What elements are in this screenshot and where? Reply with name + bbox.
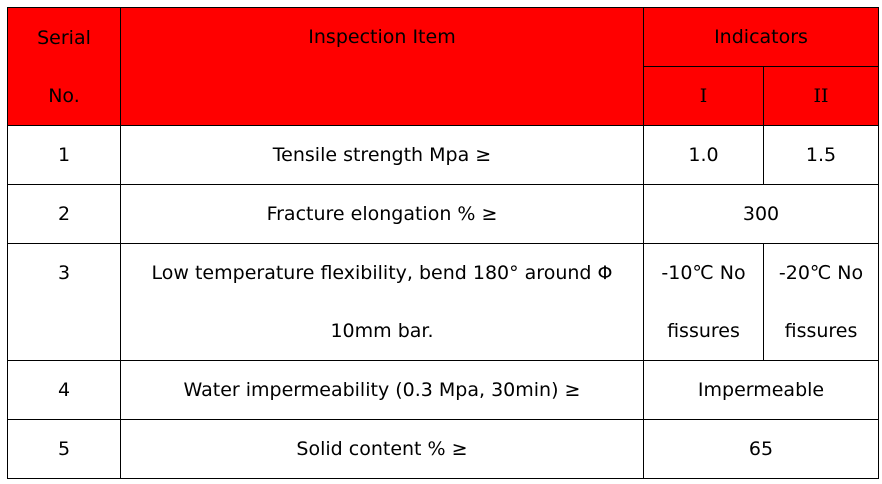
cell-text: 1.5 — [805, 144, 837, 166]
serial-cell: 1 — [7, 125, 121, 185]
header-text: No. — [48, 84, 80, 107]
header-cell: Indicators — [642, 7, 880, 67]
cell-text: Solid content % ≥ — [296, 438, 468, 460]
header-cell: I — [643, 66, 764, 126]
table-row: 3 Low temperature flexibility, bend 180° … — [7, 243, 880, 361]
cell-text: Fracture elongation % ≥ — [266, 203, 498, 225]
cell-text: Impermeable — [697, 379, 825, 401]
cell-text: fissures — [667, 320, 740, 342]
cell-text: -20℃ No — [778, 262, 864, 284]
header-row: Serial No. Inspection Item Indicators — [7, 7, 880, 126]
value-cell: -10℃ No fissures — [643, 243, 764, 361]
item-cell: Solid content % ≥ — [120, 419, 644, 479]
serial-cell: 3 — [7, 243, 121, 361]
value-cell: 300 — [642, 184, 880, 244]
value-cell: 1.0 — [643, 125, 764, 185]
cell-text: 10mm bar. — [330, 320, 434, 342]
value-cell: -20℃ No fissures — [762, 243, 880, 361]
table-row: 1 Tensile strength Mpa ≥ 1.0 1.5 — [7, 125, 880, 185]
header-cell: II — [762, 66, 880, 126]
item-cell: Water impermeability (0.3 Mpa, 30min) ≥ — [120, 360, 644, 420]
serial-cell: 5 — [7, 419, 121, 479]
item-cell: Fracture elongation % ≥ — [120, 184, 644, 244]
cell-text: -10℃ No — [661, 262, 746, 284]
item-cell: Low temperature flexibility, bend 180° a… — [120, 243, 644, 361]
spec-table: Serial No. Inspection Item Indicators I … — [7, 7, 880, 479]
header-cell: Serial No. — [7, 7, 121, 126]
serial-cell: 2 — [7, 184, 121, 244]
cell-text: 65 — [748, 438, 774, 460]
header-text: Serial — [37, 26, 91, 49]
value-cell: 65 — [642, 419, 880, 479]
value-cell: 1.5 — [762, 125, 880, 185]
table-body: Serial No. Inspection Item Indicators I … — [7, 7, 880, 479]
item-cell: Tensile strength Mpa ≥ — [120, 125, 644, 185]
header-cell: Inspection Item — [120, 7, 644, 126]
value-cell: Impermeable — [642, 360, 880, 420]
cell-text: Tensile strength Mpa ≥ — [272, 144, 492, 166]
cell-text: fissures — [784, 320, 858, 342]
table-row: 5 Solid content % ≥ 65 — [7, 419, 880, 479]
table-row: 4 Water impermeability (0.3 Mpa, 30min) ≥… — [7, 360, 880, 420]
table-row: 2 Fracture elongation % ≥ 300 — [7, 184, 880, 244]
serial-cell: 4 — [7, 360, 121, 420]
cell-text: Low temperature flexibility, bend 180° a… — [151, 262, 613, 284]
cell-text: 1.0 — [688, 144, 719, 166]
header-row: I II — [8, 66, 880, 126]
cell-text: 300 — [742, 203, 780, 225]
cell-text: Water impermeability (0.3 Mpa, 30min) ≥ — [183, 379, 581, 401]
